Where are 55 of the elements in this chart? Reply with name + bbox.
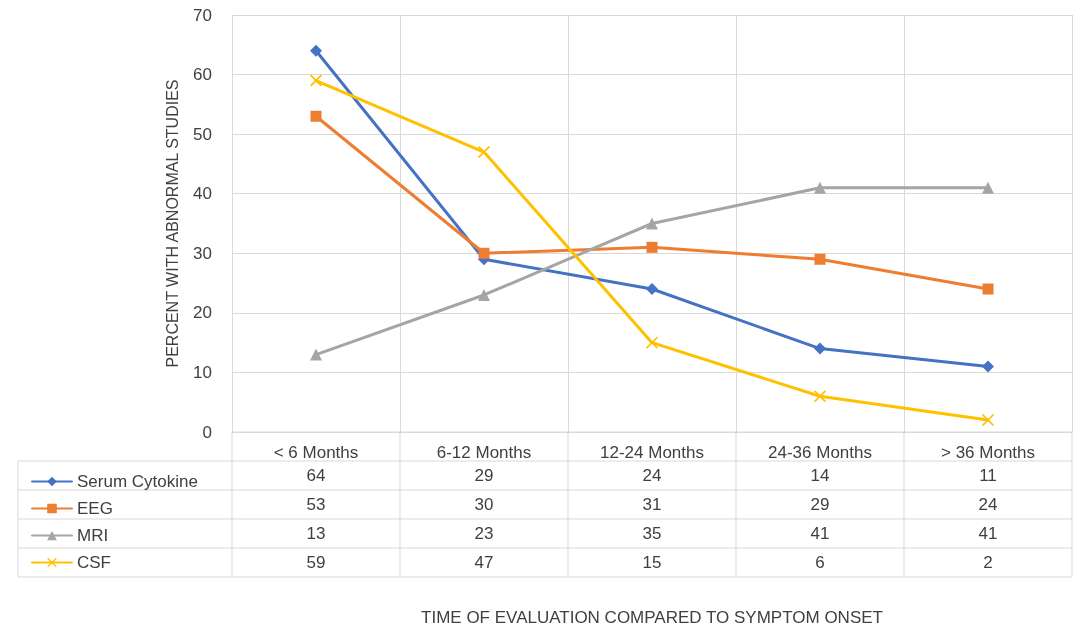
data-label: 41: [810, 524, 830, 543]
data-label: 29: [810, 495, 830, 514]
data-label: 14: [810, 466, 830, 485]
data-label: 13: [306, 524, 326, 543]
point: [982, 414, 994, 427]
y-tick-label: 0: [202, 422, 212, 442]
legend-label: EEG: [77, 499, 113, 518]
point: [814, 342, 826, 355]
text: TIME OF EVALUATION COMPARED TO SYMPTOM ONSET: [421, 607, 883, 627]
data-label: 41: [978, 524, 998, 543]
point: [646, 283, 658, 296]
point: [646, 217, 658, 230]
y-axis-title: PERCENT WITH ABNORMAL STUDIES: [163, 79, 181, 368]
data-label: 53: [306, 495, 326, 514]
data-label: 64: [306, 466, 326, 485]
point: [310, 348, 322, 361]
data-label: 15: [642, 553, 662, 572]
data-label: 24: [642, 466, 662, 485]
x-tick-label: > 36 Months: [940, 443, 1036, 462]
data-label: 2: [983, 553, 993, 572]
x-tick-label: 6-12 Months: [436, 443, 532, 462]
y-tick-label: 40: [193, 184, 212, 204]
point: [982, 181, 994, 194]
point: [310, 110, 322, 122]
y-tick-label: 10: [193, 362, 212, 382]
data-label: 59: [306, 553, 326, 572]
point: [814, 181, 826, 194]
data-label: 11: [979, 466, 997, 485]
y-tick-label: 20: [193, 303, 212, 323]
y-tick-label: 70: [193, 5, 212, 25]
y-tick-label: 30: [193, 243, 212, 263]
data-label: 6: [815, 553, 825, 572]
point: [478, 146, 490, 159]
point: [310, 44, 322, 57]
y-tick-label: 50: [193, 124, 212, 144]
data-label: 23: [474, 524, 494, 543]
x-tick-label: 24-36 Months: [768, 443, 872, 462]
legend-label: Serum Cytokine: [77, 472, 198, 491]
data-label: 35: [642, 524, 662, 543]
data-label: 24: [978, 495, 998, 514]
x-tick-label: 12-24 Months: [600, 443, 704, 462]
data-label: 31: [642, 495, 662, 514]
point: [814, 253, 826, 265]
data-label: 30: [474, 495, 494, 514]
data-label: 29: [474, 466, 494, 485]
point: [646, 241, 658, 253]
legend-label: MRI: [77, 526, 109, 545]
data-label: 47: [474, 553, 494, 572]
point: [982, 360, 994, 373]
legend-label: CSF: [77, 553, 111, 572]
point: [478, 288, 490, 301]
y-tick-label: 60: [193, 65, 212, 85]
x-tick-label: < 6 Months: [273, 443, 359, 462]
point: [478, 247, 490, 259]
point: [982, 283, 994, 295]
